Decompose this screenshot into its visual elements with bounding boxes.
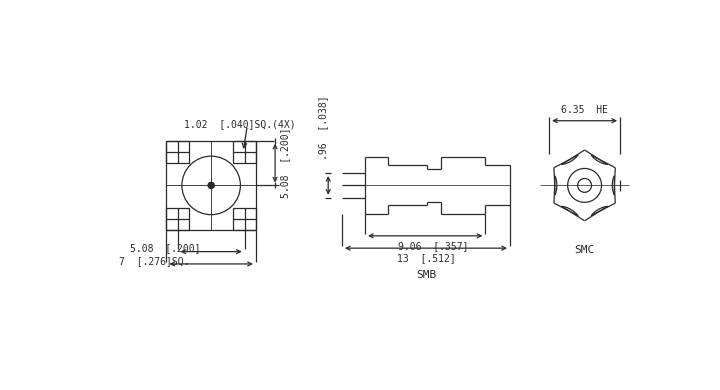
Text: 6.35  HE: 6.35 HE xyxy=(561,105,608,115)
Bar xyxy=(166,208,189,230)
Text: 1.02  [.040]SQ.(4X): 1.02 [.040]SQ.(4X) xyxy=(184,119,296,129)
Text: 9.06  [.357]: 9.06 [.357] xyxy=(397,241,468,251)
Text: 7  [.276]SQ.: 7 [.276]SQ. xyxy=(119,256,189,266)
Bar xyxy=(233,141,256,163)
Circle shape xyxy=(208,182,215,188)
Bar xyxy=(233,208,256,230)
Text: SMC: SMC xyxy=(575,245,595,255)
Text: .96  [.038]: .96 [.038] xyxy=(318,95,328,160)
Text: SMB: SMB xyxy=(416,270,436,280)
Text: 5.08  [.200]: 5.08 [.200] xyxy=(130,243,200,254)
Text: 5.08  [.200]: 5.08 [.200] xyxy=(281,128,290,199)
Bar xyxy=(166,141,256,230)
Text: 13  [.512]: 13 [.512] xyxy=(397,254,455,264)
Bar xyxy=(166,141,189,163)
